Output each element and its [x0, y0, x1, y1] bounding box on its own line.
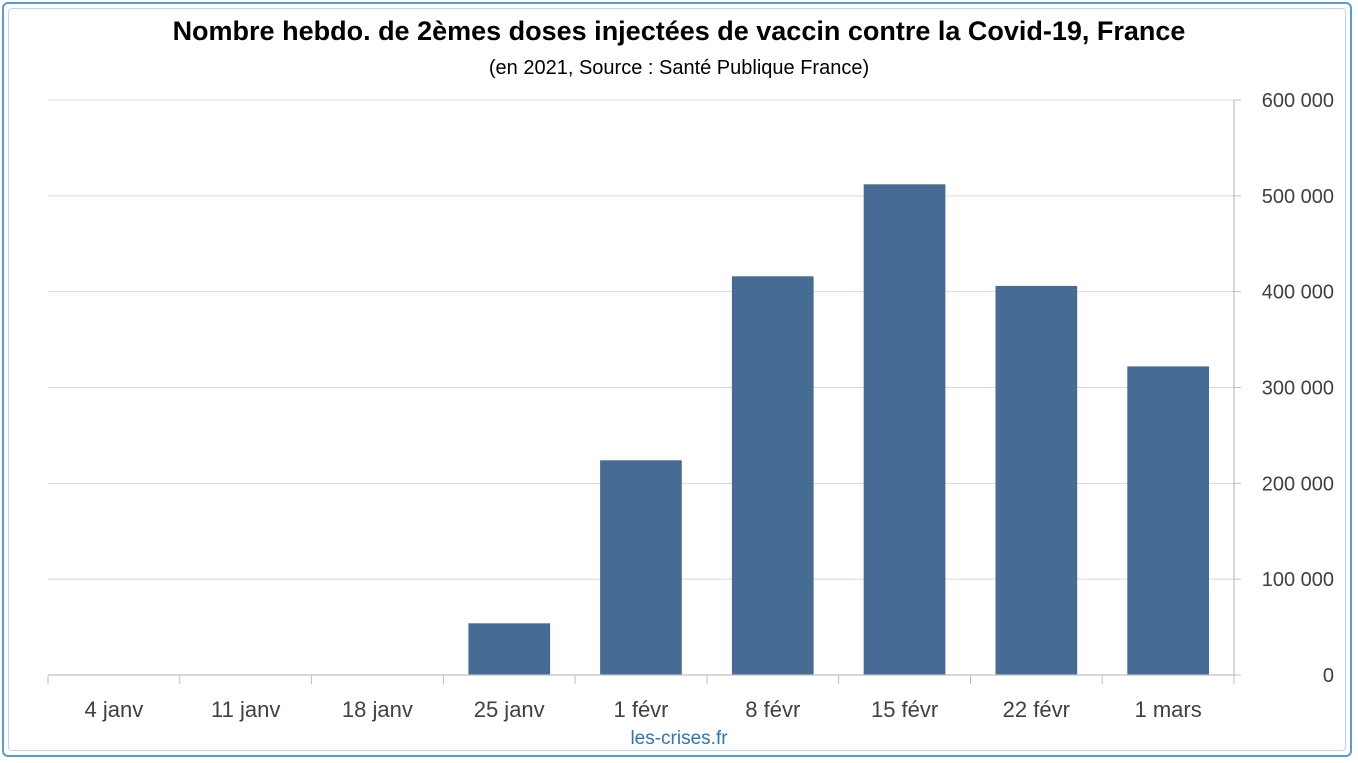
bar — [863, 184, 946, 676]
bar — [731, 276, 814, 675]
y-tick-label: 600 000 — [1262, 90, 1334, 112]
x-tick-label: 25 janv — [474, 697, 545, 722]
x-tick-label: 22 févr — [1003, 697, 1070, 722]
x-tick-labels: 4 janv 11 janv 18 janv 25 janv 1 févr 8 févr 1… — [85, 697, 1202, 722]
bar — [1127, 366, 1209, 675]
x-tick-label: 4 janv — [85, 697, 144, 722]
x-tick-label: 8 févr — [745, 697, 800, 722]
x-tick-label: 15 févr — [871, 697, 938, 722]
chart-title: Nombre hebdo. de 2èmes doses injectées d… — [172, 16, 1186, 46]
y-tick-label: 300 000 — [1262, 378, 1334, 400]
x-tick-label: 1 févr — [613, 697, 668, 722]
y-tick-labels: 0 100 000 200 000 300 000 400 000 500 000 600 … — [1262, 90, 1334, 687]
y-tick-label: 0 — [1323, 665, 1334, 687]
axes — [47, 99, 1241, 684]
y-tick-label: 400 000 — [1262, 282, 1334, 304]
x-tick-label: 11 janv — [211, 697, 280, 722]
x-tick-label: 18 janv — [342, 697, 413, 722]
source-label: les-crises.fr — [630, 728, 728, 749]
x-tick-label: 1 mars — [1134, 697, 1201, 722]
chart-subtitle: (en 2021, Source : Santé Publique France… — [488, 57, 870, 79]
bar — [995, 285, 1078, 675]
y-tick-label: 200 000 — [1262, 473, 1334, 495]
bar — [600, 460, 682, 675]
bar — [468, 623, 551, 676]
bars — [468, 184, 1209, 676]
y-tick-label: 500 000 — [1262, 186, 1334, 208]
y-tick-label: 100 000 — [1262, 569, 1334, 591]
